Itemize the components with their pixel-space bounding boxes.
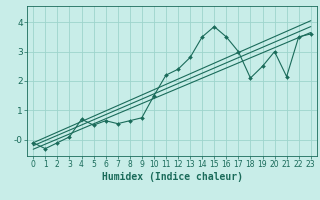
X-axis label: Humidex (Indice chaleur): Humidex (Indice chaleur) [101, 172, 243, 182]
